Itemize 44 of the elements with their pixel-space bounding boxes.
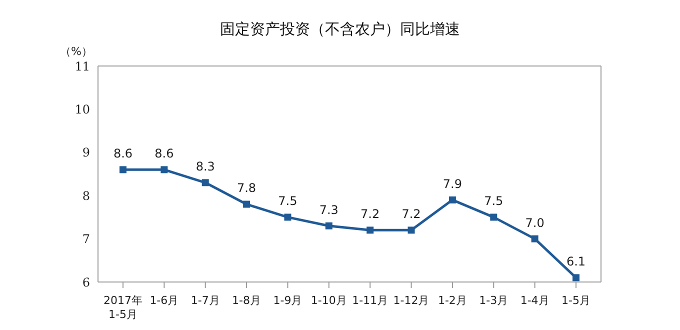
data-label: 7.2 <box>360 207 380 222</box>
y-tick-label: 7 <box>82 232 90 246</box>
x-tick-label: 1-5月 <box>562 294 590 307</box>
x-tick-label: 1-12月 <box>393 294 430 307</box>
y-tick-label: 11 <box>74 59 90 74</box>
x-tick-label: 1-11月 <box>352 294 388 307</box>
data-label: 7.3 <box>319 202 338 217</box>
data-label: 7.5 <box>278 194 298 208</box>
point <box>448 196 456 204</box>
y-tick-label: 10 <box>74 102 90 116</box>
y-tick-label: 8 <box>82 188 90 203</box>
point <box>366 226 374 234</box>
y-axis-title: （%） <box>60 44 92 59</box>
point <box>243 200 250 208</box>
chart-title: 固定资产投资（不含农户）同比增速 <box>219 20 461 39</box>
x-tick-label: 1-2月 <box>438 294 467 307</box>
data-label: 8.6 <box>154 146 174 161</box>
point <box>160 166 168 174</box>
data-label: 7.2 <box>402 207 421 222</box>
point <box>325 222 332 230</box>
x-tick-label: 1-3月 <box>479 294 508 307</box>
data-label: 8.3 <box>196 160 215 174</box>
x-tick-label: 2017年 1-5月 <box>104 294 142 321</box>
data-label: 8.6 <box>113 146 133 161</box>
x-tick-label: 1-4月 <box>520 294 550 307</box>
point <box>572 274 580 282</box>
point <box>284 214 292 221</box>
x-tick-label: 1-9月 <box>273 294 302 307</box>
x-tick-label: 1-8月 <box>232 294 262 307</box>
x-tick-label: 1-6月 <box>150 294 179 307</box>
data-label: 7.8 <box>237 181 256 196</box>
point <box>202 179 209 186</box>
data-label: 7.5 <box>484 194 504 208</box>
data-label: 7.0 <box>525 216 544 230</box>
x-tick-label: 1-7月 <box>190 294 220 307</box>
point <box>408 226 415 234</box>
point <box>531 235 538 242</box>
data-label: 6.1 <box>566 254 586 269</box>
y-tick-label: 9 <box>82 146 90 160</box>
data-label: 7.9 <box>442 176 462 191</box>
x-tick-label: 1-10月 <box>310 294 347 307</box>
point <box>120 166 126 174</box>
point <box>490 214 498 221</box>
y-tick-label: 6 <box>82 275 90 290</box>
